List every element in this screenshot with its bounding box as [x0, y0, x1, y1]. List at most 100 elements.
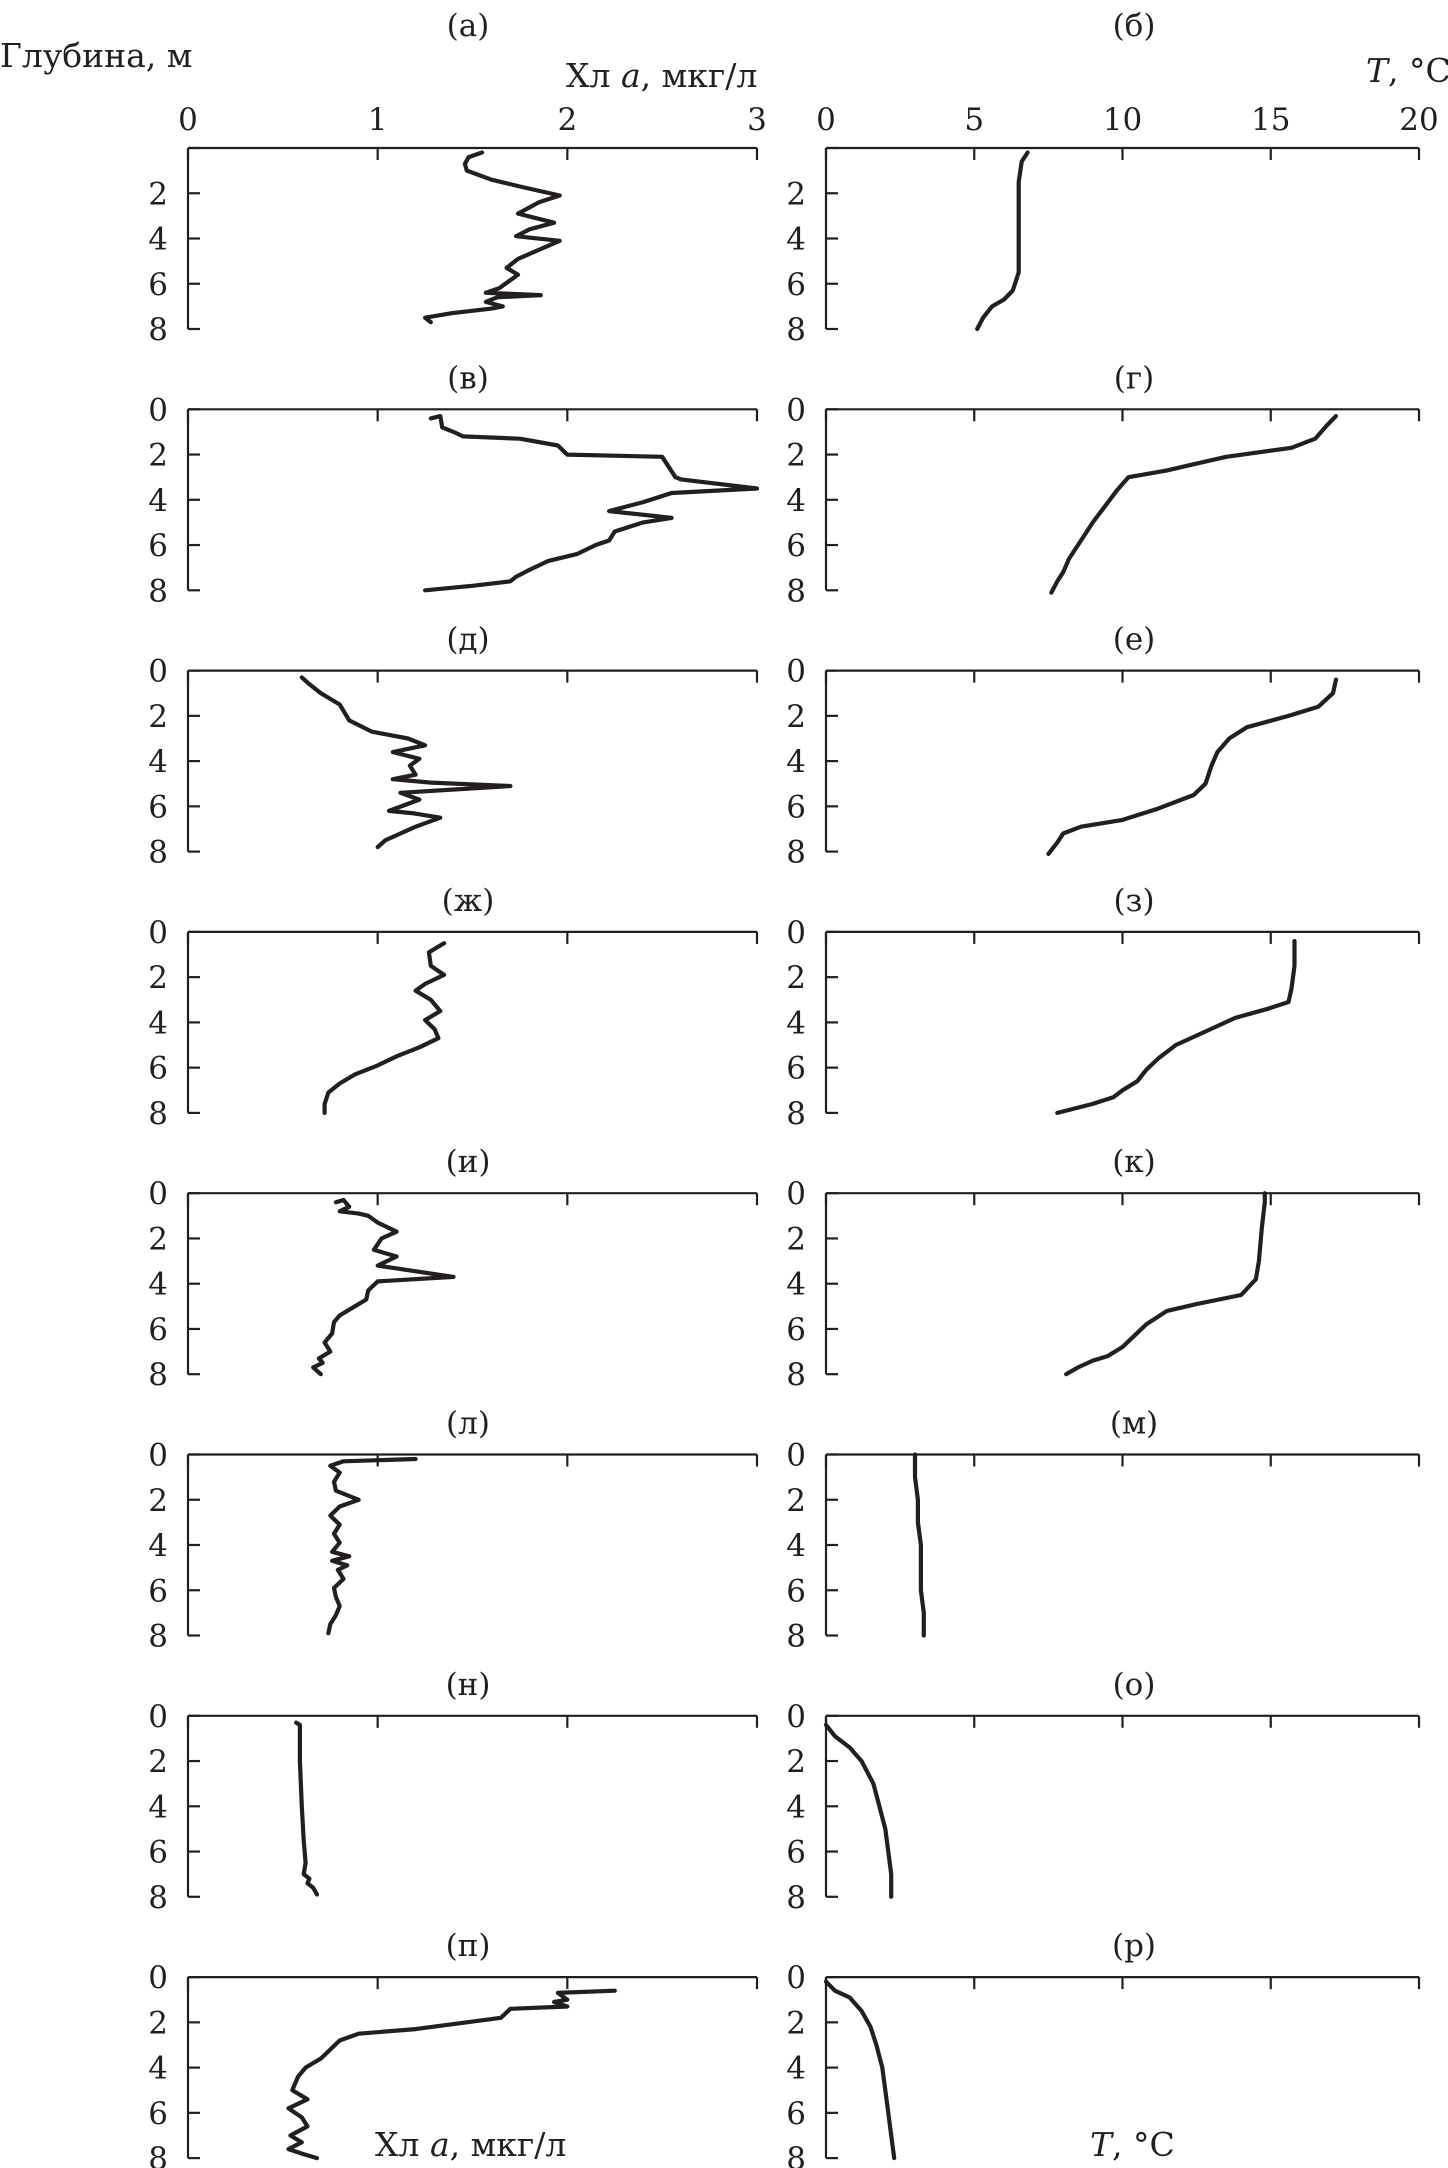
temp-profile-line-1 [1049, 414, 1339, 595]
chl-depth-tick-label-6-3: 6 [148, 1835, 168, 1871]
temp-depth-tick-label-6-3: 6 [786, 1835, 806, 1871]
chl-depth-tick-label-6-1: 2 [148, 1744, 168, 1780]
chl-depth-tick-label-1-1: 2 [148, 438, 168, 474]
chl-axis-title-bottom-name: Хл [375, 2125, 419, 2164]
chl-depth-tick-label-4-3: 6 [148, 1312, 168, 1348]
temp-x-tick-label-4: 20 [1399, 102, 1438, 138]
temp-axis-title-top-name: T [1366, 51, 1391, 90]
temp-panel-label-2: (е) [1113, 622, 1156, 658]
temp-panel-label-6: (о) [1113, 1667, 1156, 1703]
temp-depth-tick-label-4-1: 2 [786, 1221, 806, 1257]
chl-depth-tick-label-5-3: 6 [148, 1573, 168, 1609]
chl-profile-line-6 [294, 1720, 320, 1897]
chl-x-tick-label-2: 2 [557, 102, 577, 138]
temp-panel-4: 0 2 4 6 8 (к) [786, 1144, 1421, 1393]
temp-depth-tick-label-3-1: 2 [786, 960, 806, 996]
temp-depth-tick-label-5-2: 4 [786, 1528, 806, 1564]
chl-panel-6: 0 2 4 6 8 (н) [148, 1667, 759, 1916]
temp-depth-tick-label-7-2: 4 [786, 2051, 806, 2087]
temp-panel-1: 0 2 4 6 8 (г) [786, 360, 1421, 609]
temp-depth-tick-label-3-0: 0 [786, 915, 806, 951]
temp-depth-tick-label-0-2: 4 [786, 222, 806, 258]
temp-depth-tick-label-1-1: 2 [786, 438, 806, 474]
temp-depth-tick-label-6-4: 8 [786, 1880, 806, 1916]
chl-depth-tick-label-1-0: 0 [148, 392, 168, 428]
temp-profile-line-0 [975, 150, 1030, 332]
chl-x-tick-label-3: 3 [747, 102, 767, 138]
temp-depth-tick-label-1-3: 6 [786, 528, 806, 564]
chl-panel-label-0: (а) [447, 8, 490, 44]
chl-panel-1: 0 2 4 6 8 (в) [148, 360, 760, 609]
temp-axis-title-top: T, °C [1366, 51, 1448, 90]
chl-depth-tick-label-6-4: 8 [148, 1880, 168, 1916]
temp-depth-tick-label-5-4: 8 [786, 1619, 806, 1655]
chl-depth-tick-label-0-4: 8 [148, 312, 168, 348]
chl-panel-7: 0 2 4 6 8 (п) [148, 1928, 759, 2168]
temp-depth-tick-label-4-4: 8 [786, 1357, 806, 1393]
chl-profile-line-0 [423, 150, 562, 325]
temp-depth-tick-label-2-0: 0 [786, 654, 806, 690]
temp-profile-line-3 [1055, 938, 1297, 1115]
temp-panel-label-1: (г) [1114, 360, 1154, 396]
chl-depth-tick-label-3-3: 6 [148, 1051, 168, 1087]
temp-panel-label-0: (б) [1113, 8, 1156, 44]
chl-depth-tick-label-7-1: 2 [148, 2005, 168, 2041]
temp-depth-tick-label-3-3: 6 [786, 1051, 806, 1087]
temp-depth-tick-label-7-4: 8 [786, 2141, 806, 2168]
chl-panel-label-1: (в) [447, 360, 489, 396]
temp-depth-tick-label-2-4: 8 [786, 835, 806, 871]
chl-depth-tick-label-0-2: 4 [148, 222, 168, 258]
chl-panel-2: 0 2 4 6 8 (д) [148, 622, 759, 871]
temp-axis-title-bottom: T, °C [1090, 2125, 1175, 2164]
chl-profile-line-1 [423, 414, 760, 593]
temp-panel-label-7: (р) [1112, 1928, 1156, 1964]
chl-depth-tick-label-3-4: 8 [148, 1096, 168, 1132]
temp-depth-tick-label-2-3: 6 [786, 789, 806, 825]
chl-depth-tick-label-7-3: 6 [148, 2096, 168, 2132]
chl-depth-tick-label-4-1: 2 [148, 1221, 168, 1257]
temp-depth-tick-label-0-4: 8 [786, 312, 806, 348]
temp-depth-tick-label-3-2: 4 [786, 1005, 806, 1041]
temp-profile-line-5 [912, 1452, 926, 1638]
temp-depth-tick-label-7-0: 0 [786, 1960, 806, 1996]
chl-depth-tick-label-3-0: 0 [148, 915, 168, 951]
temp-panel-2: 0 2 4 6 8 (е) [786, 622, 1421, 871]
chl-depth-tick-label-2-4: 8 [148, 835, 168, 871]
chl-panel-label-6: (н) [446, 1667, 491, 1703]
temp-axis-title-bottom-unit: , °C [1112, 2125, 1175, 2164]
temp-depth-tick-label-0-3: 6 [786, 267, 806, 303]
temp-profile-line-2 [1046, 677, 1339, 856]
temp-panel-6: 0 2 4 6 8 (о) [786, 1667, 1421, 1916]
chl-x-tick-label-0: 0 [178, 102, 198, 138]
temp-panel-0: 2 4 6 8 0 5 10 15 20 (б) [786, 8, 1438, 348]
temp-depth-tick-label-7-3: 6 [786, 2096, 806, 2132]
chl-profile-line-2 [299, 675, 513, 850]
chl-axis-title-top: Хл a, мкг/л [566, 56, 757, 95]
chl-depth-tick-label-5-1: 2 [148, 1483, 168, 1519]
temp-depth-tick-label-1-0: 0 [786, 392, 806, 428]
temp-panel-label-4: (к) [1112, 1144, 1156, 1180]
temp-axis-title-bottom-name: T [1090, 2125, 1115, 2164]
temp-panel-7: 0 2 4 6 8 (р) [786, 1928, 1421, 2168]
temp-panel-label-3: (з) [1113, 883, 1154, 919]
temp-depth-tick-label-5-3: 6 [786, 1573, 806, 1609]
chl-axis-title-top-unit: , мкг/л [641, 56, 758, 95]
temp-depth-tick-label-4-0: 0 [786, 1176, 806, 1212]
chl-depth-tick-label-1-4: 8 [148, 573, 168, 609]
temp-x-tick-label-1: 5 [964, 102, 984, 138]
temp-x-tick-label-3: 15 [1251, 102, 1290, 138]
temp-depth-tick-label-6-2: 4 [786, 1789, 806, 1825]
chl-axis-title-top-name: Хл [566, 56, 610, 95]
depth-axis-title: Глубина, м [0, 36, 192, 75]
chl-depth-tick-label-7-4: 8 [148, 2141, 168, 2168]
temp-depth-tick-label-6-1: 2 [786, 1744, 806, 1780]
temp-depth-tick-label-4-3: 6 [786, 1312, 806, 1348]
chl-depth-tick-label-0-1: 2 [148, 176, 168, 212]
temp-panel-5: 0 2 4 6 8 (м) [786, 1406, 1421, 1655]
chl-axis-title-bottom-unit: , мкг/л [450, 2125, 567, 2164]
chl-depth-tick-label-7-2: 4 [148, 2051, 168, 2087]
temp-depth-tick-label-7-1: 2 [786, 2005, 806, 2041]
temp-depth-tick-label-1-2: 4 [786, 483, 806, 519]
temp-depth-tick-label-1-4: 8 [786, 573, 806, 609]
